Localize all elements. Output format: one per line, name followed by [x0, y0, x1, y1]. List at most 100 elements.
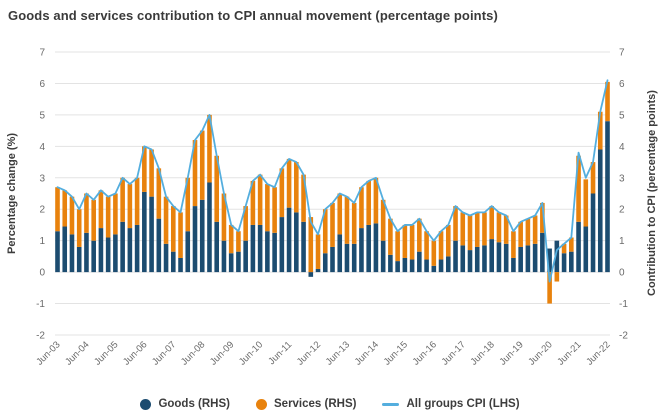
services-bar-segment[interactable] [489, 206, 495, 240]
services-bar-segment[interactable] [84, 193, 89, 233]
services-bar-segment[interactable] [597, 111, 603, 150]
services-bar-segment[interactable] [453, 206, 458, 241]
goods-bar-segment[interactable] [62, 226, 68, 273]
services-bar-segment[interactable] [76, 209, 82, 247]
goods-bar-segment[interactable] [279, 217, 285, 273]
goods-bar-segment[interactable] [467, 250, 473, 273]
goods-bar-segment[interactable] [373, 223, 379, 273]
services-bar-segment[interactable] [257, 174, 263, 225]
goods-bar-segment[interactable] [344, 243, 350, 273]
goods-bar-segment[interactable] [69, 234, 75, 273]
goods-bar-segment[interactable] [576, 221, 581, 273]
legend-item-services[interactable]: Services (RHS) [256, 398, 356, 410]
services-bar-segment[interactable] [170, 206, 176, 252]
services-bar-segment[interactable] [156, 168, 162, 219]
services-bar-segment[interactable] [583, 179, 589, 227]
services-bar-segment[interactable] [127, 184, 133, 229]
goods-bar-segment[interactable] [351, 243, 357, 273]
services-bar-segment[interactable] [69, 196, 75, 235]
goods-bar-segment[interactable] [532, 243, 538, 273]
services-bar-segment[interactable] [503, 215, 509, 244]
services-bar-segment[interactable] [496, 212, 502, 243]
goods-bar-segment[interactable] [460, 245, 466, 273]
services-bar-segment[interactable] [250, 180, 256, 225]
services-bar-segment[interactable] [424, 231, 429, 260]
goods-bar-segment[interactable] [228, 253, 234, 273]
goods-bar-segment[interactable] [91, 240, 96, 273]
services-bar-segment[interactable] [294, 162, 299, 213]
legend-item-goods[interactable]: Goods (RHS) [140, 398, 230, 410]
goods-bar-segment[interactable] [120, 221, 125, 273]
services-bar-segment[interactable] [91, 199, 96, 241]
services-bar-segment[interactable] [445, 224, 451, 257]
services-bar-segment[interactable] [163, 196, 169, 244]
goods-bar-segment[interactable] [185, 231, 191, 273]
goods-bar-segment[interactable] [294, 212, 299, 273]
goods-bar-segment[interactable] [395, 261, 400, 273]
goods-bar-segment[interactable] [554, 240, 560, 273]
services-bar-segment[interactable] [149, 149, 154, 197]
services-bar-segment[interactable] [322, 209, 328, 254]
goods-bar-segment[interactable] [605, 121, 610, 273]
goods-bar-segment[interactable] [424, 259, 429, 273]
goods-bar-segment[interactable] [322, 253, 328, 273]
goods-bar-segment[interactable] [207, 182, 212, 273]
goods-bar-segment[interactable] [337, 234, 343, 273]
services-bar-segment[interactable] [547, 272, 552, 304]
services-bar-segment[interactable] [228, 224, 234, 254]
goods-bar-segment[interactable] [445, 256, 451, 273]
services-bar-segment[interactable] [388, 218, 393, 255]
goods-bar-segment[interactable] [518, 246, 523, 273]
goods-bar-segment[interactable] [170, 251, 176, 273]
services-bar-segment[interactable] [467, 215, 473, 251]
goods-bar-segment[interactable] [511, 257, 516, 273]
services-bar-segment[interactable] [192, 140, 198, 207]
goods-bar-segment[interactable] [149, 196, 154, 273]
services-bar-segment[interactable] [576, 155, 581, 222]
services-bar-segment[interactable] [265, 184, 270, 232]
goods-bar-segment[interactable] [359, 228, 364, 273]
goods-bar-segment[interactable] [199, 199, 205, 273]
goods-bar-segment[interactable] [98, 228, 104, 273]
services-bar-segment[interactable] [301, 174, 306, 222]
services-bar-segment[interactable] [366, 180, 371, 225]
goods-bar-segment[interactable] [496, 242, 502, 273]
services-bar-segment[interactable] [337, 193, 343, 235]
services-bar-segment[interactable] [330, 202, 335, 247]
goods-bar-segment[interactable] [272, 232, 277, 273]
services-bar-segment[interactable] [518, 221, 523, 247]
goods-bar-segment[interactable] [113, 234, 118, 273]
services-bar-segment[interactable] [120, 177, 125, 222]
goods-bar-segment[interactable] [301, 221, 306, 273]
goods-bar-segment[interactable] [308, 272, 314, 277]
goods-bar-segment[interactable] [569, 251, 574, 273]
goods-bar-segment[interactable] [315, 268, 321, 273]
goods-bar-segment[interactable] [525, 245, 531, 273]
services-bar-segment[interactable] [525, 218, 531, 246]
services-bar-segment[interactable] [55, 187, 60, 232]
goods-bar-segment[interactable] [257, 224, 263, 273]
goods-bar-segment[interactable] [192, 206, 198, 273]
services-bar-segment[interactable] [431, 240, 437, 266]
services-bar-segment[interactable] [286, 158, 292, 208]
services-bar-segment[interactable] [511, 231, 516, 258]
services-bar-segment[interactable] [359, 187, 364, 229]
services-bar-segment[interactable] [554, 272, 560, 282]
services-bar-segment[interactable] [279, 168, 285, 218]
services-bar-segment[interactable] [380, 199, 386, 241]
goods-bar-segment[interactable] [590, 193, 596, 273]
services-bar-segment[interactable] [532, 215, 538, 244]
goods-bar-segment[interactable] [540, 232, 545, 273]
services-bar-segment[interactable] [199, 130, 205, 200]
services-bar-segment[interactable] [438, 231, 444, 260]
goods-bar-segment[interactable] [105, 237, 111, 273]
services-bar-segment[interactable] [315, 234, 321, 269]
goods-bar-segment[interactable] [366, 224, 371, 273]
services-bar-segment[interactable] [236, 231, 241, 252]
goods-bar-segment[interactable] [402, 257, 408, 273]
services-bar-segment[interactable] [460, 212, 466, 246]
goods-bar-segment[interactable] [178, 257, 183, 273]
goods-bar-segment[interactable] [134, 224, 140, 273]
services-bar-segment[interactable] [402, 224, 408, 258]
services-bar-segment[interactable] [540, 202, 545, 233]
